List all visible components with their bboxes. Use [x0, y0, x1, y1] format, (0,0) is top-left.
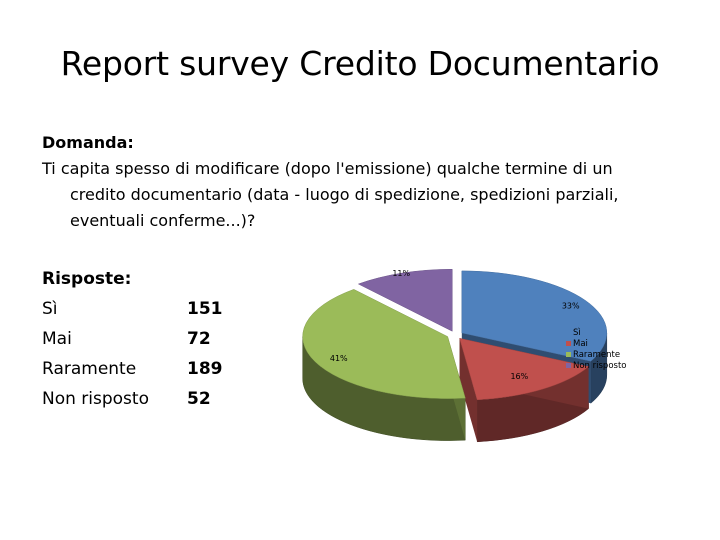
pie-slice-si	[461, 270, 608, 362]
pie-tops	[302, 268, 608, 401]
pie-slice-non-risposto	[357, 268, 453, 332]
legend-label-si: Sì	[573, 328, 581, 338]
answer-row: Non risposto 52	[42, 384, 242, 414]
answer-name: Sì	[42, 299, 58, 319]
answer-name: Mai	[42, 329, 72, 349]
answers-block: Risposte: Sì 151 Mai 72 Raramente 189 No…	[42, 264, 242, 414]
question-label: Domanda:	[42, 133, 134, 152]
answer-name: Raramente	[42, 359, 137, 379]
answer-count: 72	[187, 329, 211, 349]
answer-name: Non risposto	[42, 389, 149, 409]
answer-count: 52	[187, 389, 211, 409]
page-title: Report survey Credito Documentario	[60, 44, 660, 83]
answer-row: Sì 151	[42, 294, 242, 324]
legend-label-mai: Mai	[573, 339, 588, 349]
answers-label: Risposte:	[42, 269, 132, 289]
legend-swatch-raramente	[566, 352, 571, 357]
legend-label-non-risposto: Non risposto	[573, 361, 627, 371]
legend-label-raramente: Raramente	[573, 350, 620, 360]
answer-count: 189	[187, 359, 223, 379]
question-text: Ti capita spesso di modificare (dopo l'e…	[42, 159, 619, 230]
pie-slice-raramente	[302, 289, 466, 399]
pie-percent-label: 33%	[562, 301, 580, 310]
pie-percent-label: 11%	[392, 269, 410, 278]
pie-slice-mai	[459, 337, 590, 401]
pie-percent-label: 16%	[510, 372, 528, 381]
legend-swatch-non-risposto	[566, 363, 571, 368]
question-block: Domanda: Ti capita spesso di modificare …	[42, 130, 662, 234]
answer-row: Raramente 189	[42, 354, 242, 384]
legend-swatch-mai	[566, 341, 571, 346]
legend-swatch-si	[566, 330, 571, 335]
answer-row: Mai 72	[42, 324, 242, 354]
answer-count: 151	[187, 299, 223, 319]
pie-percent-label: 41%	[330, 354, 348, 363]
pie-cut-mai	[459, 338, 478, 442]
